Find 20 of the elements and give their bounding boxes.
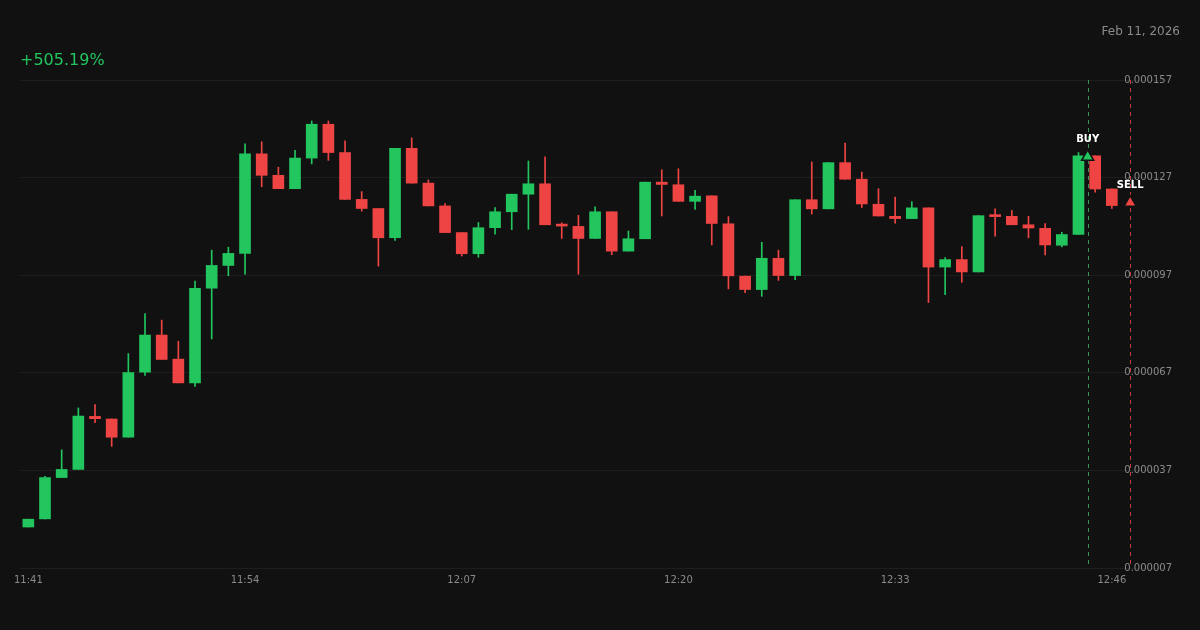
chart-subtitle: +505.19% <box>20 50 105 69</box>
candlestick <box>655 169 668 217</box>
x-tick-label: 12:46 <box>1097 573 1127 585</box>
candlestick <box>939 257 951 296</box>
y-tick-label: 0.000037 <box>1124 463 1172 475</box>
text: Feb 11, 2026 <box>1101 24 1180 38</box>
x-tick-label: 12:33 <box>880 573 910 585</box>
y-tick-label: 0.000157 <box>1124 73 1172 85</box>
series-label: BUY <box>1076 133 1100 145</box>
y-tick-label: 0.000067 <box>1124 366 1172 378</box>
x-tick-label: 11:54 <box>230 573 260 585</box>
x-tick-label: 11:41 <box>13 573 43 585</box>
x-tick-label: 12:20 <box>664 573 693 585</box>
y-tick-label: 0.000097 <box>1124 268 1172 280</box>
y-tick-label: 0.000007 <box>1124 561 1172 573</box>
candlestick <box>89 404 101 423</box>
candlestick <box>889 196 901 224</box>
candlestick <box>805 161 818 215</box>
candlestick <box>989 208 1001 237</box>
x-tick-label: 12:07 <box>447 573 477 585</box>
